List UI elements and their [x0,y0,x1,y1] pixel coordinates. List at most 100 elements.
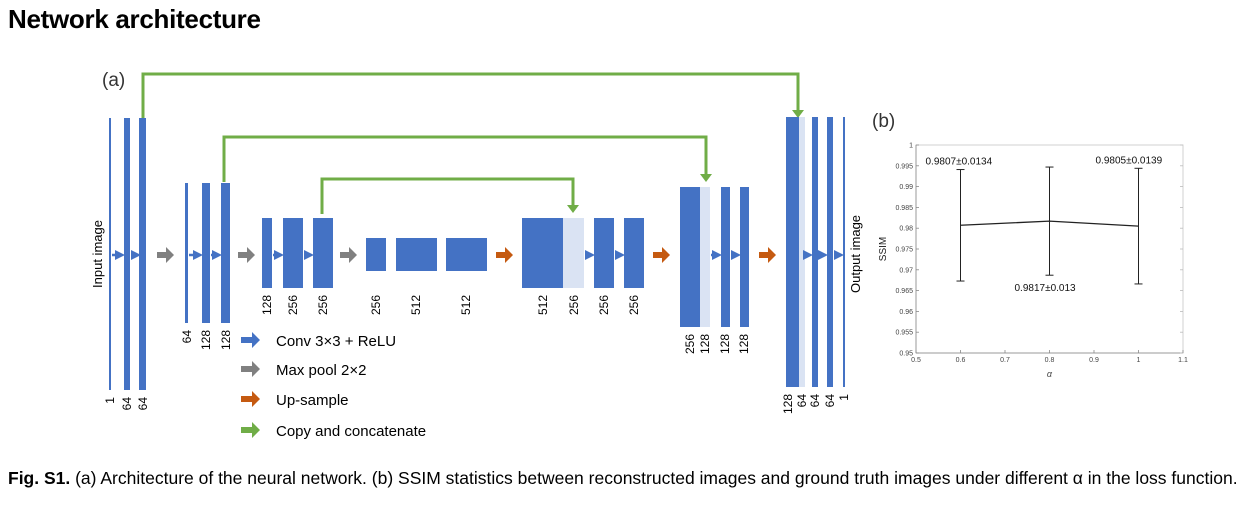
channel-label: 64 [808,394,822,408]
y-tick-label: 0.995 [895,163,913,170]
feature-map [843,117,845,387]
legend-label: Conv 3×3 + ReLU [276,333,396,350]
x-tick-label: 1.1 [1178,357,1188,364]
feature-map [202,183,210,323]
channel-label: 64 [180,330,194,344]
feature-map [827,117,833,387]
legend-label: Up-sample [276,392,349,409]
channel-label: 512 [459,295,473,315]
x-tick-label: 1 [1137,357,1141,364]
feature-map [624,218,644,288]
gray-arrow-icon [241,361,260,377]
legend-label: Max pool 2×2 [276,362,366,379]
up-sample-arrow [496,247,513,263]
channel-label: 64 [136,397,150,411]
concat-feature-map [563,218,584,288]
channel-label: 256 [627,295,641,315]
feature-map [594,218,614,288]
channel-label: 512 [536,295,550,315]
copy-path-level3 [320,177,575,214]
panel-a-label: (a) [102,70,125,91]
feature-map [522,218,563,288]
feature-map [680,187,700,327]
channel-label: 1 [837,394,851,401]
channel-label: 256 [286,295,300,315]
y-tick-label: 0.99 [899,184,913,191]
green-arrow-icon [241,422,260,438]
input-image-label: Input image [90,220,105,288]
x-tick-label: 0.9 [1089,357,1099,364]
channel-label: 256 [369,295,383,315]
channel-label: 256 [316,295,330,315]
copy-arrowhead [792,110,804,118]
figure-caption: Fig. S1. (a) Architecture of the neural … [8,463,1242,493]
page-title: Network architecture [8,4,261,34]
feature-map [396,238,437,271]
data-label: 0.9807±0.0134 [926,157,993,168]
y-tick-label: 0.98 [899,226,913,233]
copy-arrowhead [567,205,579,213]
channel-label: 64 [795,394,809,408]
y-tick-label: 0.955 [895,330,913,337]
channel-label: 64 [120,397,134,411]
y-tick-label: 1 [909,143,913,150]
feature-map [786,117,799,387]
feature-map [812,117,818,387]
output-image-label: Output image [848,215,863,293]
channel-label: 256 [567,295,581,315]
panel-b-label: (b) [872,111,895,132]
feature-map [221,183,230,323]
concat-feature-map [799,117,805,387]
copy-path-level2 [222,135,708,182]
channel-label: 128 [781,394,795,414]
channel-label: 128 [219,330,233,350]
copy-path-level1 [141,72,800,118]
x-axis-label: α [1047,369,1053,379]
max-pool-arrow [238,247,255,263]
y-tick-label: 0.965 [895,288,913,295]
data-label: 0.9805±0.0139 [1096,155,1163,166]
x-tick-label: 0.7 [1000,357,1010,364]
channel-label: 128 [737,334,751,354]
channel-label: 128 [718,334,732,354]
caption-label: Fig. S1. [8,468,71,488]
feature-map [366,238,386,271]
feature-map [446,238,487,271]
concat-feature-map [700,187,710,327]
channel-label: 256 [683,334,697,354]
x-tick-label: 0.8 [1045,357,1055,364]
orange-arrow-icon [241,391,260,407]
up-sample-arrow [653,247,670,263]
max-pool-arrow [340,247,357,263]
data-label: 0.9817±0.013 [1015,283,1077,294]
up-sample-arrow [759,247,776,263]
x-tick-label: 0.6 [956,357,966,364]
channel-label: 64 [823,394,837,408]
feature-map [109,118,111,390]
blue-arrow-icon [241,332,260,348]
y-tick-label: 0.985 [895,205,913,212]
feature-map [283,218,303,288]
channel-label: 512 [409,295,423,315]
legend: Conv 3×3 + ReLU Max pool 2×2 Up-sample C… [241,332,426,440]
x-tick-label: 0.5 [911,357,921,364]
y-axis-label: SSIM [878,237,889,261]
copy-arrowhead [700,174,712,182]
feature-map [185,183,188,323]
feature-map [313,218,333,288]
feature-map [740,187,749,327]
feature-map [139,118,146,390]
channel-label: 128 [199,330,213,350]
ssim-chart: 0.95 0.955 0.96 0.965 0.97 0.975 0.98 0.985 0.99… [878,143,1188,380]
y-tick-label: 0.97 [899,267,913,274]
channel-label: 1 [103,397,117,404]
caption-text: (a) Architecture of the neural network. … [70,468,1238,488]
figure-s1: (a) Input image Output image [90,70,1188,440]
y-tick-label: 0.975 [895,247,913,254]
feature-map [262,218,272,288]
channel-label: 128 [698,334,712,354]
feature-map [721,187,730,327]
legend-label: Copy and concatenate [276,423,426,440]
feature-map [124,118,130,390]
y-tick-label: 0.96 [899,309,913,316]
